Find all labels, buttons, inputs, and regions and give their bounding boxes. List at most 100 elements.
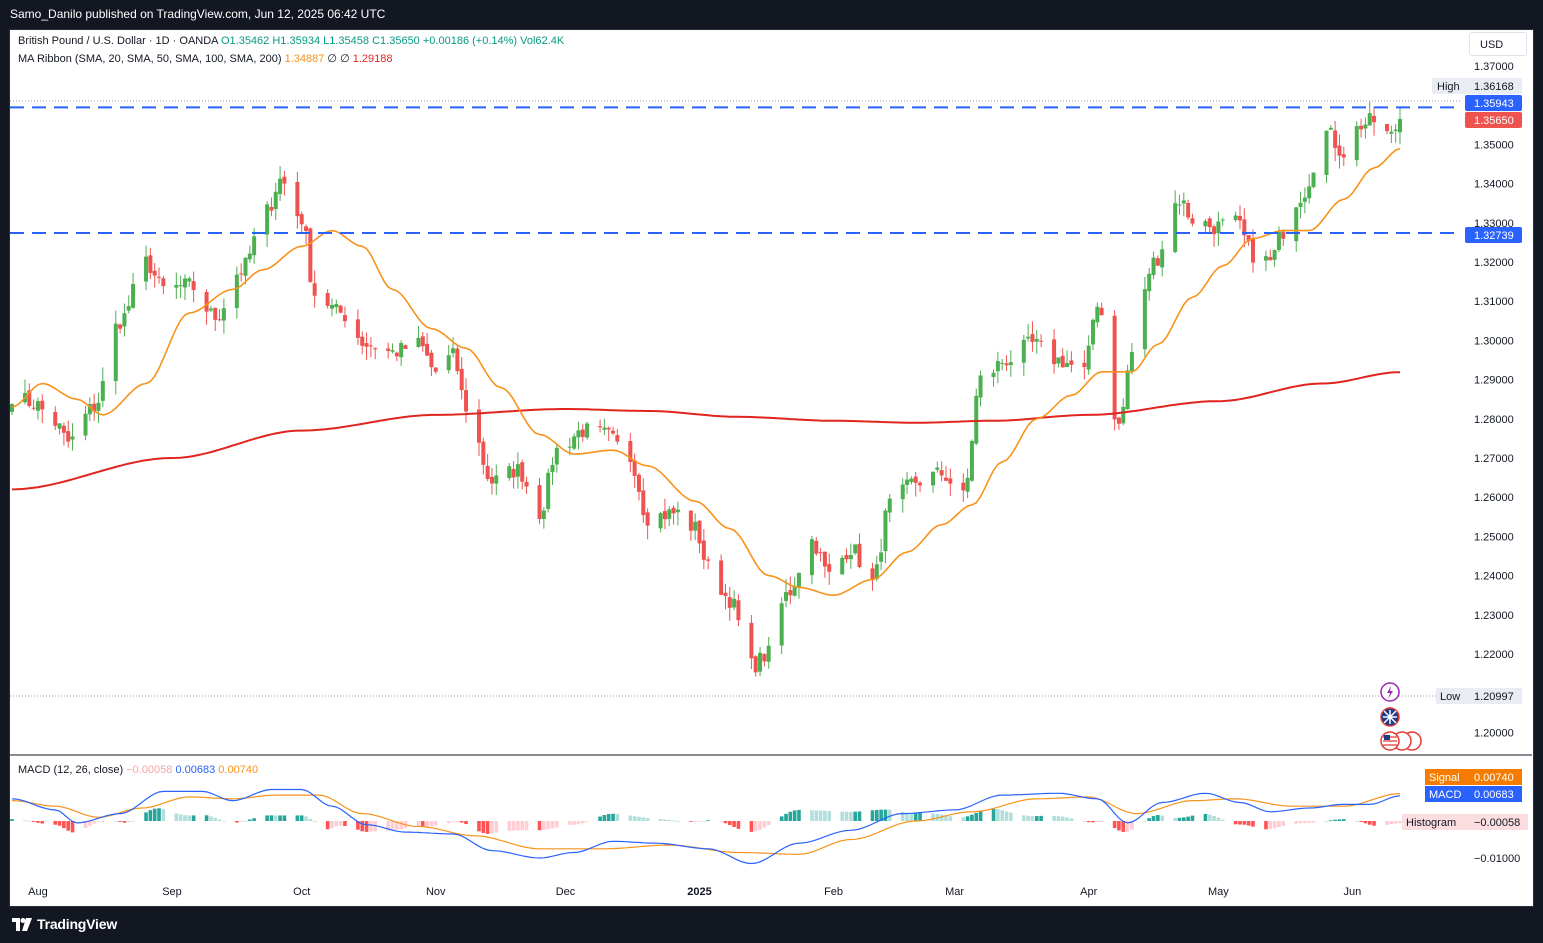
- candle-body: [900, 484, 905, 500]
- candle: [840, 555, 845, 575]
- tradingview-logo[interactable]: TradingView: [0, 907, 117, 941]
- currency-button[interactable]: USD: [1469, 32, 1527, 56]
- histogram-bar: [1333, 819, 1337, 821]
- candle: [476, 399, 481, 457]
- histogram-bar: [1307, 821, 1311, 823]
- candle: [1281, 229, 1286, 247]
- candle-body: [943, 477, 948, 481]
- candle-body: [978, 375, 983, 398]
- candle-body: [671, 507, 676, 514]
- candle: [390, 343, 395, 354]
- sma200-line[interactable]: [11, 371, 1401, 491]
- histogram-bar: [948, 816, 953, 821]
- histogram-bar: [853, 811, 857, 821]
- histogram-bar: [827, 811, 832, 821]
- candle-body: [1095, 306, 1100, 323]
- macd-pane: [10, 788, 1402, 865]
- histogram-bar: [191, 815, 196, 821]
- candle: [736, 594, 741, 627]
- histogram-bar: [1009, 812, 1013, 821]
- candle: [113, 310, 118, 395]
- candle-body: [1337, 145, 1342, 156]
- candle-body: [887, 498, 892, 513]
- candle: [1242, 208, 1247, 247]
- macd-label[interactable]: MACD (12, 26, close): [18, 764, 124, 776]
- symbol-name[interactable]: British Pound / U.S. Dollar · 1D · OANDA: [18, 35, 218, 47]
- candle: [511, 461, 516, 489]
- time-axis-label-2: Oct: [293, 886, 310, 898]
- histogram-bar: [1143, 820, 1147, 822]
- candle: [1324, 130, 1329, 183]
- histogram-bar: [1069, 818, 1074, 821]
- candle-body: [827, 564, 832, 572]
- histogram-tag-label: Histogram: [1406, 817, 1456, 829]
- candle: [118, 323, 123, 334]
- candle-body: [1363, 124, 1368, 129]
- histogram-bar: [598, 816, 602, 821]
- candle-body: [269, 207, 274, 211]
- candle: [632, 453, 637, 488]
- chart-frame: [9, 29, 1534, 907]
- candle-body: [905, 479, 910, 485]
- candle-body: [96, 402, 101, 411]
- candle-body: [753, 656, 758, 673]
- candle-body: [1242, 219, 1247, 236]
- candle: [157, 267, 162, 284]
- event-icons[interactable]: [1380, 682, 1422, 751]
- histogram-bar: [931, 813, 935, 821]
- candle: [126, 295, 131, 314]
- candle-body: [87, 404, 92, 415]
- histogram-bar: [840, 811, 845, 821]
- histogram-bar: [390, 821, 395, 831]
- histogram-bar: [118, 821, 122, 822]
- candle-body: [364, 343, 369, 347]
- candle: [485, 454, 490, 482]
- histogram-bar: [273, 815, 278, 821]
- candle-body: [174, 284, 179, 288]
- candle: [1311, 172, 1316, 189]
- macd-line[interactable]: [11, 788, 1401, 865]
- candle-body: [1385, 123, 1390, 132]
- histogram-bar: [144, 812, 148, 821]
- candle: [1173, 190, 1178, 254]
- candle: [667, 506, 672, 527]
- last-price-value: 1.35650: [1474, 115, 1514, 127]
- candle: [546, 468, 551, 513]
- candle: [243, 257, 248, 285]
- candle-body: [100, 381, 105, 401]
- candle: [515, 452, 520, 489]
- horizontal-levels[interactable]: [10, 106, 1462, 235]
- time-axis-label-7: Mar: [945, 886, 964, 898]
- candle-body: [433, 367, 438, 372]
- histogram-bar: [585, 821, 589, 822]
- histogram-bar: [991, 808, 996, 821]
- tradingview-logo-icon: [12, 917, 32, 931]
- histogram-bar: [797, 809, 801, 821]
- candle-body: [217, 319, 222, 321]
- candle: [1207, 216, 1212, 235]
- candle: [1385, 123, 1390, 135]
- histogram-bar: [395, 821, 399, 830]
- candle: [53, 406, 58, 431]
- open-value: O1.35462: [220, 35, 270, 47]
- price-axis-label-3: 1.33000: [1474, 218, 1514, 230]
- ma-ribbon-label[interactable]: MA Ribbon (SMA, 20, SMA, 50, SMA, 100, S…: [18, 53, 282, 65]
- time-axis[interactable]: Aug Sep Oct Nov Dec 2025 Feb Mar Apr May Jun: [28, 886, 1361, 898]
- candle: [494, 464, 499, 496]
- histogram-bar: [1034, 816, 1039, 821]
- histogram-bar: [520, 821, 525, 831]
- candle: [719, 554, 724, 596]
- candle-body: [662, 511, 667, 520]
- price-axis[interactable]: 1.37000 1.35000 1.34000 1.33000 1.32000 1.310…: [1474, 61, 1514, 739]
- candle: [208, 306, 213, 313]
- candle: [174, 272, 179, 299]
- macd-signal-line[interactable]: [11, 793, 1401, 855]
- high-value: H1.35934: [272, 35, 321, 47]
- histogram-bar: [369, 821, 373, 832]
- histogram-bar: [88, 821, 92, 826]
- sma20-line[interactable]: [11, 147, 1401, 597]
- price-axis-label-15: 1.20000: [1474, 727, 1514, 739]
- histogram-bar: [676, 820, 680, 822]
- histogram-bar: [1281, 821, 1286, 827]
